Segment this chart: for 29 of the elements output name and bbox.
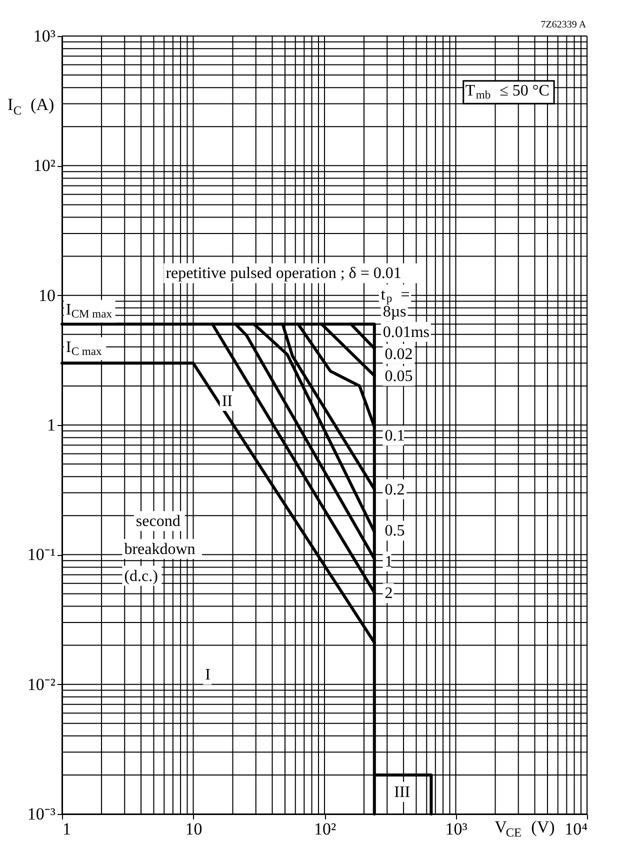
x-tick-label: 10² <box>314 820 336 838</box>
annotation: breakdown <box>124 540 196 558</box>
annotation: 1 <box>384 553 393 570</box>
x-tick-label: 1 <box>62 820 71 838</box>
x-tick-label: 10⁴ <box>564 820 588 838</box>
annotation: 0.01ms <box>382 324 430 341</box>
annotation: 8µs <box>382 304 406 321</box>
y-tick-label: 10³ <box>33 26 56 46</box>
y-tick-label: 10⁻³ <box>27 804 56 824</box>
x-tick-label: 10³ <box>445 820 468 838</box>
annotation: II <box>222 392 232 410</box>
annotation: repetitive pulsed operation ; δ = 0.01 <box>166 265 402 282</box>
annotation: 0.2 <box>384 481 405 498</box>
y-tick-label: 10⁻² <box>27 674 56 694</box>
annotation: III <box>394 784 410 801</box>
annotation: (d.c.) <box>124 568 158 585</box>
text: 7Z62339 A <box>540 19 587 30</box>
annotation: 0.5 <box>384 522 405 540</box>
y-tick-label: 10⁻¹ <box>27 545 56 564</box>
annotation: I <box>205 666 210 684</box>
annotation: 2 <box>384 585 393 602</box>
annotation: second <box>136 513 180 530</box>
y-tick-label: 1 <box>47 416 56 434</box>
annotation: 0.1 <box>384 428 405 445</box>
annotation: 0.05 <box>384 368 413 386</box>
annotation: 0.02 <box>384 346 413 363</box>
y-tick-label: 10 <box>38 286 56 305</box>
x-tick-label: 10 <box>185 820 202 838</box>
y-tick-label: 10² <box>33 156 56 176</box>
